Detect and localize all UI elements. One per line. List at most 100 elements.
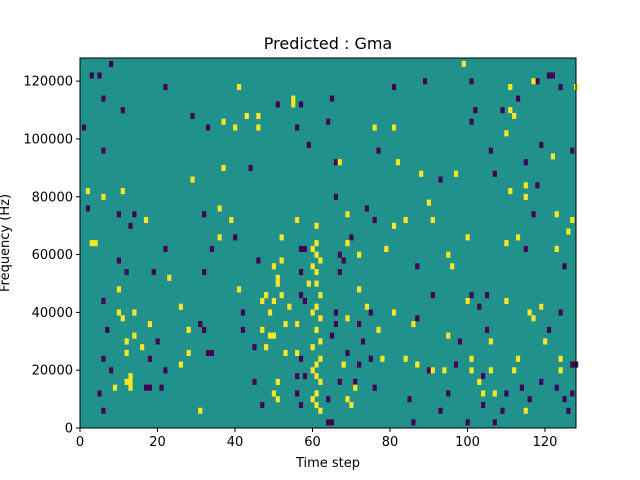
positive-cell-89	[364, 303, 369, 310]
plot-area	[80, 58, 576, 428]
negative-cell-26	[163, 84, 168, 91]
positive-cell-25	[217, 205, 222, 212]
negative-cell-3	[120, 107, 125, 114]
negative-cell-46	[295, 124, 300, 131]
negative-cell-83	[372, 216, 377, 224]
negative-cell-71	[337, 378, 342, 385]
negative-cell-7	[116, 211, 121, 218]
positive-cell-125	[492, 390, 497, 397]
positive-cell-87	[357, 251, 362, 258]
negative-cell-37	[240, 309, 245, 316]
positive-cell-97	[372, 124, 377, 131]
plot-frame	[79, 57, 577, 429]
positive-cell-153	[190, 176, 195, 183]
negative-cell-31	[209, 349, 214, 357]
negative-cell-81	[353, 378, 358, 385]
positive-cell-122	[481, 390, 486, 397]
y-tick-label-5: 100000	[23, 132, 73, 147]
positive-cell-13	[93, 240, 98, 247]
y-tick-label-3: 60000	[32, 248, 73, 263]
positive-cell-155	[306, 280, 311, 287]
positive-cell-90	[345, 315, 350, 322]
negative-cell-44	[275, 101, 280, 108]
negative-cell-136	[566, 407, 571, 414]
negative-cell-43	[248, 164, 253, 172]
y-tick-label-4: 80000	[32, 190, 73, 205]
positive-cell-56	[287, 303, 292, 310]
positive-cell-73	[318, 338, 323, 345]
y-tick-label-1: 20000	[32, 364, 73, 379]
negative-cell-25	[163, 245, 168, 252]
negative-cell-131	[558, 309, 563, 316]
positive-cell-30	[236, 84, 242, 91]
positive-cell-118	[465, 297, 470, 305]
y-axis-label: Frequency (Hz)	[0, 194, 13, 292]
positive-cell-81	[310, 396, 315, 403]
negative-cell-41	[252, 378, 257, 385]
positive-cell-12	[89, 240, 94, 247]
positive-cell-111	[450, 263, 455, 270]
positive-cell-39	[264, 344, 269, 351]
x-axis: 0 20 40 60 80 100 120	[76, 428, 558, 450]
negative-cell-59	[298, 401, 304, 409]
positive-cell-128	[504, 130, 509, 137]
negative-cell-93	[411, 419, 416, 426]
negative-cell-86	[422, 78, 428, 85]
negative-cell-125	[535, 78, 540, 85]
negative-cell-95	[457, 338, 462, 345]
x-tick-label-4: 80	[382, 435, 399, 450]
positive-cell-10	[101, 193, 106, 200]
positive-cell-102	[384, 245, 389, 252]
negative-cell-98	[465, 419, 470, 426]
negative-cell-12	[101, 297, 106, 305]
negative-cell-35	[202, 211, 207, 218]
positive-cell-91	[341, 361, 346, 368]
negative-cell-38	[240, 326, 245, 333]
positive-cell-119	[469, 367, 474, 374]
negative-cell-91	[426, 367, 431, 374]
positive-cell-2	[128, 384, 133, 391]
positive-cell-14	[116, 286, 121, 293]
negative-cell-137	[570, 390, 575, 397]
negative-cell-74	[326, 118, 331, 125]
positive-cell-147	[558, 355, 563, 362]
positive-cell-35	[260, 297, 265, 305]
negative-cell-106	[500, 407, 505, 414]
x-tick-label-6: 120	[533, 435, 558, 450]
positive-cell-69	[314, 303, 319, 310]
positive-cell-50	[283, 349, 288, 357]
negative-cell-77	[360, 338, 366, 345]
positive-cell-113	[442, 367, 447, 374]
positive-cell-149	[566, 228, 571, 235]
negative-cell-126	[546, 72, 552, 79]
positive-cell-5	[140, 344, 145, 351]
x-tick-label-5: 100	[455, 435, 480, 450]
negative-cell-119	[488, 147, 493, 154]
positive-cell-83	[318, 407, 323, 414]
positive-cell-40	[267, 332, 273, 339]
positive-cell-36	[264, 292, 269, 299]
negative-cell-111	[546, 326, 552, 333]
negative-cell-122	[469, 78, 474, 85]
positive-cell-96	[380, 355, 385, 362]
positive-cell-104	[403, 355, 408, 362]
positive-cell-68	[318, 292, 323, 299]
positive-cell-6	[147, 321, 152, 328]
positive-cell-67	[314, 280, 319, 287]
negative-cell-84	[364, 205, 369, 212]
positive-cell-49	[283, 321, 288, 328]
positive-cell-41	[271, 297, 276, 305]
positive-cell-0	[128, 373, 133, 380]
positive-cell-131	[512, 112, 517, 120]
negative-cell-130	[562, 263, 567, 270]
negative-cell-39	[252, 344, 257, 351]
positive-cell-139	[523, 407, 528, 414]
positive-cell-86	[345, 240, 350, 247]
positive-cell-120	[469, 355, 474, 362]
positive-cell-93	[345, 396, 350, 403]
negative-cell-115	[535, 182, 540, 189]
x-tick-label-3: 60	[304, 435, 321, 450]
positive-cell-71	[318, 315, 323, 322]
negative-cell-4	[109, 60, 114, 67]
positive-cell-85	[345, 211, 350, 218]
